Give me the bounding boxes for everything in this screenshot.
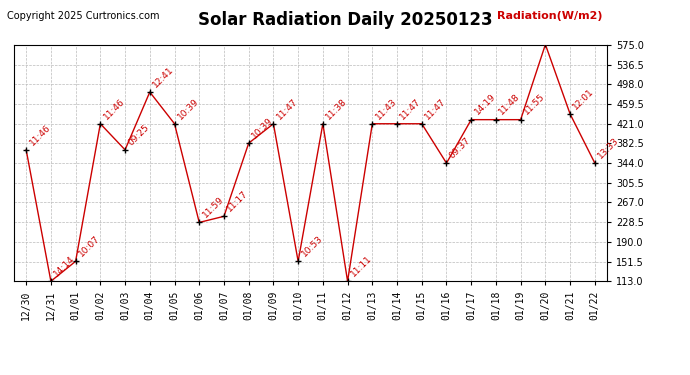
Text: Copyright 2025 Curtronics.com: Copyright 2025 Curtronics.com — [7, 11, 159, 21]
Text: 13:33: 13:33 — [596, 136, 621, 160]
Text: 14:14: 14:14 — [52, 254, 77, 279]
Text: 11:43: 11:43 — [374, 96, 398, 121]
Text: Radiation(W/m2): Radiation(W/m2) — [497, 11, 602, 21]
Text: Solar Radiation Daily 20250123: Solar Radiation Daily 20250123 — [198, 11, 492, 29]
Text: 10:53: 10:53 — [299, 234, 324, 258]
Text: 11:17: 11:17 — [226, 189, 250, 213]
Text: 11:48: 11:48 — [497, 92, 522, 117]
Text: 12:41: 12:41 — [151, 65, 176, 89]
Text: 09:37: 09:37 — [448, 136, 473, 160]
Text: 12:16: 12:16 — [0, 374, 1, 375]
Text: 10:39: 10:39 — [250, 116, 275, 140]
Text: 11:59: 11:59 — [201, 195, 226, 220]
Text: 12:01: 12:01 — [571, 87, 596, 111]
Text: 11:55: 11:55 — [522, 92, 546, 117]
Text: 11:11: 11:11 — [349, 254, 374, 279]
Text: 11:46: 11:46 — [101, 96, 126, 121]
Text: 11:47: 11:47 — [423, 96, 448, 121]
Text: 11:46: 11:46 — [28, 123, 52, 147]
Text: 14:19: 14:19 — [473, 92, 497, 117]
Text: 11:47: 11:47 — [398, 96, 423, 121]
Text: 10:07: 10:07 — [77, 234, 101, 258]
Text: 11:38: 11:38 — [324, 96, 349, 121]
Text: 10:39: 10:39 — [176, 96, 201, 121]
Text: 11:47: 11:47 — [275, 96, 299, 121]
Text: 09:25: 09:25 — [126, 123, 151, 147]
